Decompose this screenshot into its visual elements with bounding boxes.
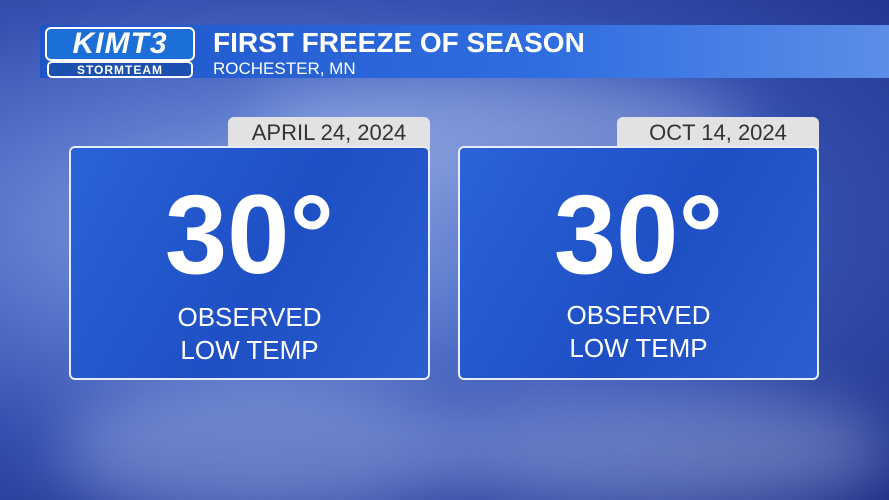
logo-subtext: STORMTEAM	[47, 61, 193, 78]
temp-label: OBSERVED	[566, 300, 711, 330]
cloud	[60, 380, 460, 500]
temp-card: 30° OBSERVED LOW TEMP	[458, 146, 819, 380]
date-tab: OCT 14, 2024	[617, 117, 819, 149]
temp-label: OBSERVED	[177, 302, 322, 332]
logo: KIMT3 STORMTEAM	[45, 27, 195, 79]
title: FIRST FREEZE OF SEASON	[213, 27, 585, 58]
logo-text: KIMT3	[45, 27, 195, 61]
temp-label: LOW TEMP	[180, 335, 319, 365]
date-tab: APRIL 24, 2024	[228, 117, 430, 149]
subtitle: ROCHESTER, MN	[213, 59, 356, 78]
temp-value: 30°	[164, 172, 335, 297]
temp-label: LOW TEMP	[569, 333, 708, 363]
temp-card: 30° OBSERVED LOW TEMP	[69, 146, 430, 380]
temp-value: 30°	[553, 172, 724, 297]
cloud	[430, 390, 889, 500]
